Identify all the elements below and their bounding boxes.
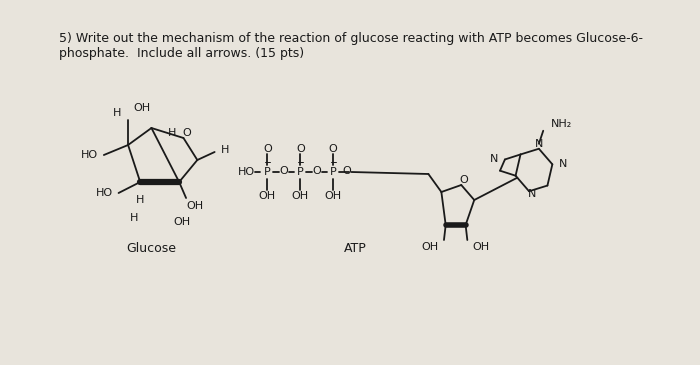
- Text: P: P: [264, 167, 271, 177]
- Text: OH: OH: [259, 191, 276, 201]
- Text: P: P: [297, 167, 304, 177]
- Text: O: O: [329, 144, 337, 154]
- Text: N: N: [559, 159, 568, 169]
- Text: N: N: [528, 189, 536, 199]
- Text: H: H: [136, 195, 144, 205]
- Text: OH: OH: [186, 201, 203, 211]
- Text: O: O: [279, 166, 288, 176]
- Text: HO: HO: [80, 150, 98, 160]
- Text: H: H: [113, 108, 121, 118]
- Text: OH: OH: [133, 103, 150, 113]
- Text: H: H: [168, 128, 176, 138]
- Text: N: N: [489, 154, 498, 165]
- Text: O: O: [343, 166, 351, 176]
- Text: O: O: [459, 175, 468, 185]
- Text: O: O: [296, 144, 304, 154]
- Text: P: P: [330, 167, 337, 177]
- Text: HO: HO: [95, 188, 113, 198]
- Text: ATP: ATP: [344, 242, 366, 254]
- Text: OH: OH: [292, 191, 309, 201]
- Text: O: O: [312, 166, 321, 176]
- Text: phosphate.  Include all arrows. (15 pts): phosphate. Include all arrows. (15 pts): [59, 47, 304, 60]
- Text: OH: OH: [421, 242, 439, 252]
- Text: N: N: [535, 139, 543, 149]
- Text: NH₂: NH₂: [551, 119, 573, 129]
- Text: Glucose: Glucose: [127, 242, 176, 254]
- Text: H: H: [130, 213, 139, 223]
- Text: H: H: [220, 145, 229, 155]
- Text: 5) Write out the mechanism of the reaction of glucose reacting with ATP becomes : 5) Write out the mechanism of the reacti…: [59, 32, 643, 45]
- Text: OH: OH: [325, 191, 342, 201]
- Text: HO: HO: [238, 167, 256, 177]
- Text: OH: OH: [473, 242, 489, 252]
- Text: O: O: [263, 144, 272, 154]
- Text: OH: OH: [173, 217, 190, 227]
- Text: O: O: [183, 128, 191, 138]
